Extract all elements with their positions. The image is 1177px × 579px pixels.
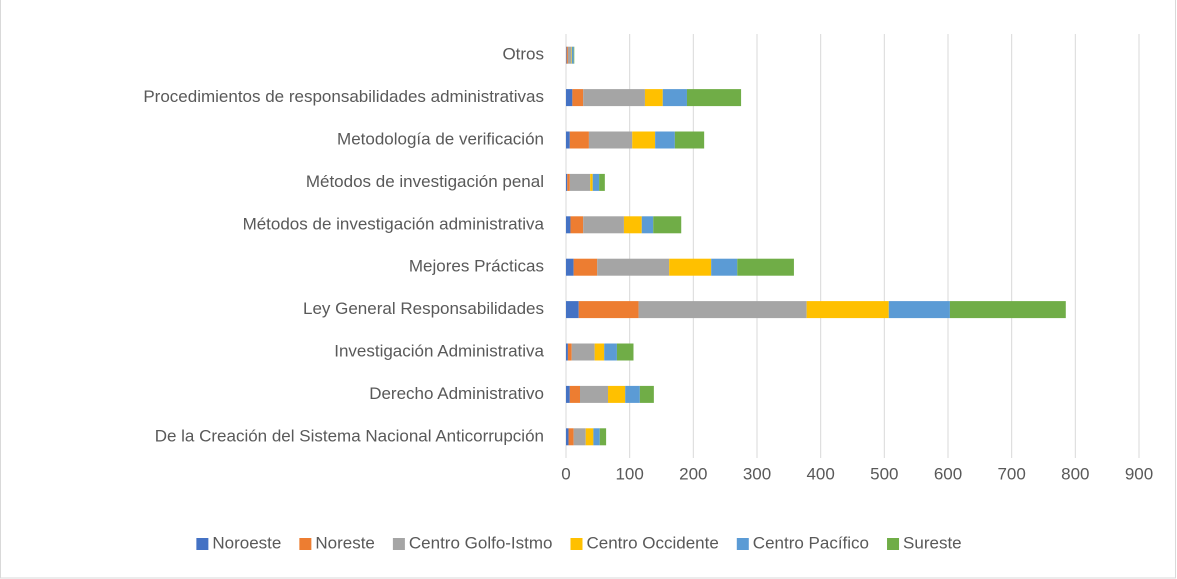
bar-segment [567, 343, 572, 361]
bar-segment [644, 89, 663, 107]
legend-label: Centro Golfo-Istmo [409, 533, 553, 552]
bar-segment [568, 428, 574, 446]
y-tick-label: De la Creación del Sistema Nacional Anti… [155, 426, 544, 445]
bar-segment [590, 173, 593, 191]
bar-segment [566, 216, 571, 234]
x-tick-label: 400 [806, 464, 834, 483]
bar-segment [655, 131, 675, 149]
legend-label: Noroeste [212, 533, 281, 552]
bar-segment [571, 46, 572, 64]
bar-segment [567, 173, 570, 191]
bar-segment [570, 216, 584, 234]
y-tick-label: Métodos de investigación penal [306, 172, 544, 191]
bar-segment [569, 385, 581, 403]
legend-swatch [299, 538, 312, 550]
bar-segment [580, 385, 609, 403]
legend-label: Centro Occidente [587, 533, 719, 552]
bar-segment [604, 343, 617, 361]
y-tick-label: Derecho Administrativo [369, 384, 544, 403]
bar-segment [566, 385, 570, 403]
bar-segment [566, 301, 579, 319]
legend-label: Sureste [903, 533, 962, 552]
bar-segment [669, 258, 712, 276]
y-tick-label: Mejores Prácticas [409, 257, 544, 276]
bar-segment [569, 131, 589, 149]
bar-segment [588, 131, 633, 149]
bar-segment [949, 301, 1066, 319]
legend-label: Centro Pacífico [753, 533, 869, 552]
x-tick-label: 300 [743, 464, 771, 483]
bar-segment [641, 216, 654, 234]
bar-segment [593, 428, 600, 446]
bar-segment [573, 46, 575, 64]
bar-segment [566, 343, 568, 361]
bar-segment [573, 428, 586, 446]
legend-swatch [736, 538, 749, 550]
bar-segment [623, 216, 642, 234]
y-tick-label: Ley General Responsabilidades [303, 299, 544, 318]
bar-segment [594, 343, 605, 361]
bar-segment [625, 385, 640, 403]
x-tick-label: 0 [561, 464, 570, 483]
legend-swatch [392, 538, 405, 550]
bar-segment [638, 301, 807, 319]
bar-segment [572, 89, 584, 107]
legend-swatch [570, 538, 583, 550]
x-tick-label: 800 [1061, 464, 1089, 483]
bar-segment [806, 301, 889, 319]
x-tick-label: 200 [679, 464, 707, 483]
bar-segment [583, 89, 645, 107]
bar-segment [573, 258, 598, 276]
x-tick-label: 700 [997, 464, 1025, 483]
bar-segment [599, 428, 607, 446]
bar-segment [566, 173, 568, 191]
bar-segment [608, 385, 626, 403]
bar-segment [578, 301, 639, 319]
x-tick-label: 600 [934, 464, 962, 483]
bar-segment [592, 173, 600, 191]
legend-label: Noreste [315, 533, 375, 552]
bar-segment [737, 258, 794, 276]
bar-segment [653, 216, 682, 234]
x-tick-label: 100 [615, 464, 643, 483]
bar-segment [674, 131, 705, 149]
x-tick-label: 500 [870, 464, 898, 483]
bar-segment [567, 46, 572, 64]
bar-segment [571, 46, 574, 64]
y-tick-label: Procedimientos de responsabilidades admi… [143, 87, 544, 106]
bar-segment [639, 385, 654, 403]
bar-segment [585, 428, 594, 446]
bar-segment [566, 89, 573, 107]
bar-segment [686, 89, 742, 107]
y-tick-label: Investigación Administrativa [334, 341, 544, 360]
bar-segment [632, 131, 656, 149]
bar-segment [599, 173, 605, 191]
bar-segment [566, 46, 567, 64]
bar-segment [571, 343, 595, 361]
bar-segment [583, 216, 624, 234]
bar-segment [566, 131, 570, 149]
y-tick-label: Metodología de verificación [337, 129, 544, 148]
bar-segment [566, 46, 568, 64]
legend-swatch [196, 538, 209, 550]
bar-segment [597, 258, 670, 276]
bar-segment [662, 89, 687, 107]
bar-segment [569, 173, 591, 191]
x-tick-label: 900 [1125, 464, 1153, 483]
bar-segment [711, 258, 738, 276]
bar-segment [616, 343, 634, 361]
legend-swatch [887, 538, 900, 550]
y-tick-label: Otros [502, 45, 544, 64]
bar-segment [566, 428, 569, 446]
y-tick-label: Métodos de investigación administrativa [243, 214, 545, 233]
bar-segment [888, 301, 950, 319]
bar-segment [566, 258, 574, 276]
